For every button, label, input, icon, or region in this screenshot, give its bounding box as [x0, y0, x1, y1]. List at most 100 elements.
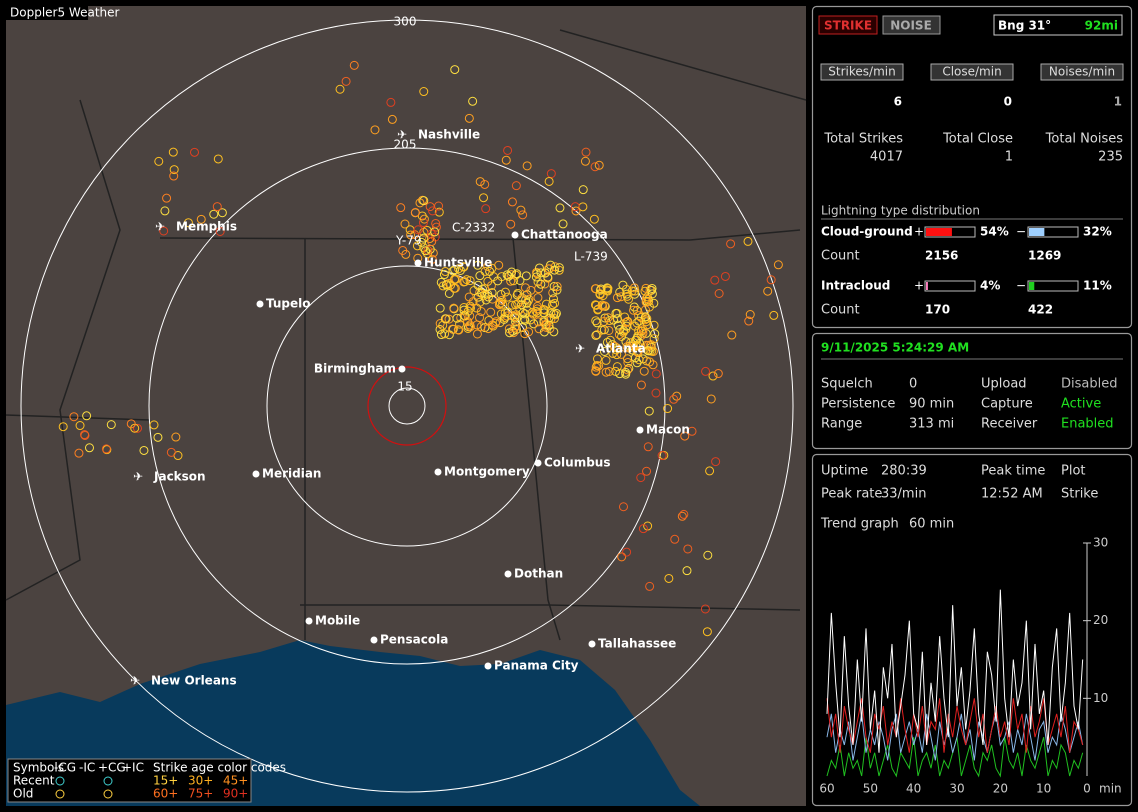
strike-symbol [431, 218, 441, 228]
count: 2156 [925, 249, 958, 263]
strike-symbol [713, 369, 723, 379]
sign: + [914, 225, 924, 239]
total-value: 235 [1098, 150, 1123, 165]
strike-symbol [679, 509, 689, 519]
strike-symbol [454, 325, 464, 335]
strike-symbol [169, 165, 179, 175]
range-rings [20, 19, 794, 793]
strike-symbol [506, 219, 516, 229]
strike-symbol [618, 502, 628, 512]
strike-symbol [462, 275, 472, 285]
strike-symbol [149, 420, 159, 430]
strike-symbol [507, 197, 517, 207]
strike-symbol [425, 234, 435, 244]
strike-symbol [162, 193, 172, 203]
strike-symbol [74, 448, 84, 458]
strike-symbol [669, 394, 679, 404]
strike-symbol [726, 239, 736, 249]
x-axis-label: min [1099, 782, 1122, 796]
strike-symbol [600, 313, 610, 323]
strike-symbol [711, 457, 721, 467]
strike-symbol [427, 237, 437, 247]
strike-symbol [501, 155, 511, 165]
strike-symbol [720, 271, 730, 281]
strike-symbol [554, 263, 564, 273]
strike-symbol [515, 276, 525, 286]
info-cell: 33/min [881, 487, 926, 502]
strike-symbol [599, 347, 609, 357]
strike-symbol [554, 265, 564, 275]
strike-symbol [623, 365, 633, 375]
strike-symbol [335, 84, 345, 94]
strike-symbol [440, 329, 450, 339]
strike-symbol [615, 325, 625, 335]
y-tick-label: 20 [1093, 613, 1108, 627]
strike-symbol [544, 320, 554, 330]
strike-symbol [527, 307, 537, 317]
strike-symbol [510, 313, 520, 323]
strike-symbol [419, 87, 429, 97]
strike-symbol [132, 423, 142, 433]
strike-symbol [591, 362, 601, 372]
strike-symbol [645, 302, 655, 312]
storm-label: Y-79 [395, 234, 422, 248]
strike-symbol [592, 330, 602, 340]
city-label: Memphis [176, 220, 237, 234]
legend-text: 60+ [153, 787, 178, 801]
strike-button-label[interactable]: STRIKE [824, 19, 872, 33]
city-label: Huntsville [424, 256, 492, 270]
strike-symbol [529, 319, 539, 329]
strike-symbol [532, 308, 542, 318]
status-cell: Persistence [821, 397, 895, 412]
strike-symbol [645, 357, 655, 367]
strike-symbol [708, 371, 718, 381]
count-label: Count [821, 303, 860, 318]
strike-symbol [552, 282, 562, 292]
strike-symbol [58, 422, 68, 432]
strike-symbol [622, 342, 632, 352]
strike-symbol [621, 284, 631, 294]
y-tick-label: 30 [1093, 536, 1108, 550]
legend-text: 15+ [153, 774, 178, 788]
ring-label: 15 [397, 380, 412, 394]
strike-symbol [80, 430, 90, 440]
strike-symbol [620, 312, 630, 322]
noise-button[interactable] [882, 15, 941, 35]
strike-symbol [632, 347, 642, 357]
strike-symbol [647, 289, 657, 299]
x-tick-label: 60 [819, 782, 834, 796]
strike-symbol [592, 354, 602, 364]
info-cell: Peak rate [821, 487, 882, 502]
noise-button-label[interactable]: NOISE [890, 19, 932, 33]
rate-button [930, 63, 1014, 81]
strike-symbol [410, 207, 420, 217]
strike-symbol [481, 295, 491, 305]
legend-box [7, 758, 252, 803]
strike-symbol [106, 420, 116, 430]
x-tick-label: 40 [906, 782, 921, 796]
strike-symbol [744, 316, 754, 326]
map: 300 205 15 C-2332 Y-79 L-739 ✈ Nashville✈… [5, 6, 807, 806]
strike-symbol [485, 266, 495, 276]
strike-symbol [434, 207, 444, 217]
strike-button[interactable] [818, 15, 878, 35]
bar-track [1027, 280, 1079, 292]
strike-symbol [171, 432, 181, 442]
strike-symbol [398, 245, 408, 255]
distribution: Cloud-ground + −54% 32%Count 2156 1269Intracl… [821, 225, 1112, 318]
strike-symbol [634, 311, 644, 321]
strike-symbol [511, 181, 521, 191]
strike-symbol [622, 317, 632, 327]
legend-text: 45+ [223, 774, 248, 788]
strike-symbol [435, 303, 445, 313]
strike-symbol [440, 314, 450, 324]
strike-symbol [643, 346, 653, 356]
bar-fill [1029, 282, 1035, 290]
strike-symbol [534, 324, 544, 334]
strike-symbol [651, 388, 661, 398]
strike-symbol [624, 363, 634, 373]
legend-text: Strike age color codes [153, 761, 286, 775]
strike-symbol [680, 431, 690, 441]
strike-symbol [190, 147, 200, 157]
